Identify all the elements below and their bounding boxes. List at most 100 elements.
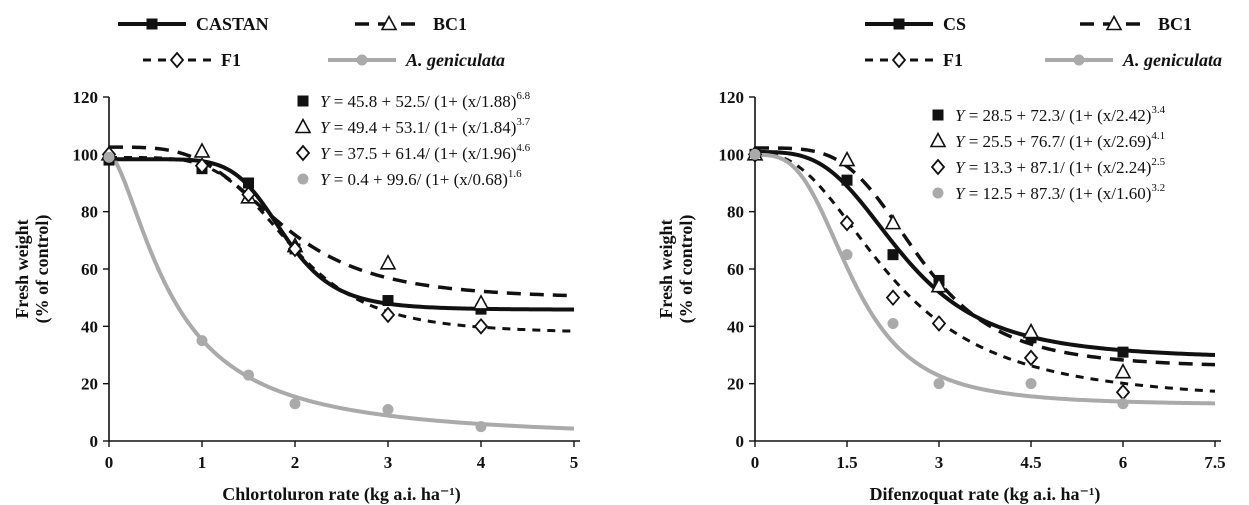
right-equation-2: Y = 13.3 + 87.1/ (1+ (x/2.24)2.5 bbox=[955, 156, 1166, 177]
left-x-tick-label: 5 bbox=[570, 453, 579, 472]
equation-body: = 37.5 + 61.4/ (1+ (x/1.96) bbox=[329, 144, 516, 163]
equation-exponent: 3.4 bbox=[1151, 104, 1165, 116]
left-data-point-3 bbox=[475, 421, 487, 433]
left-data-point-2 bbox=[380, 306, 396, 324]
right-data-point-1 bbox=[884, 213, 902, 230]
right-data-point-2 bbox=[885, 289, 901, 307]
right-data-point-2 bbox=[931, 315, 947, 332]
left-data-point-2 bbox=[241, 186, 256, 203]
left-y-axis-label: Fresh weight bbox=[12, 219, 32, 318]
right-data-point-3 bbox=[933, 378, 945, 390]
right-data-point-0 bbox=[841, 174, 853, 186]
equation-exponent: 4.1 bbox=[1151, 130, 1165, 142]
left-data-point-2 bbox=[473, 317, 489, 335]
left-x-tick-label: 4 bbox=[477, 453, 486, 472]
left-y-tick-label: 20 bbox=[81, 375, 98, 394]
left-data-point-3 bbox=[243, 369, 254, 381]
right-data-point-1 bbox=[838, 150, 856, 167]
right-x-tick-label: 0 bbox=[751, 453, 760, 472]
left-equation-marker-3 bbox=[297, 173, 309, 185]
left-y-tick-label: 40 bbox=[81, 317, 98, 336]
right-legend-label-0: CS bbox=[943, 14, 966, 34]
equation-y-symbol: Y bbox=[320, 170, 331, 189]
right-fit-curve-3 bbox=[755, 152, 1216, 406]
right-y-tick-label: 20 bbox=[727, 375, 744, 394]
equation-exponent: 6.8 bbox=[516, 90, 530, 102]
equation-body: = 49.4 + 53.1/ (1+ (x/1.84) bbox=[329, 118, 516, 137]
equation-y-symbol: Y bbox=[955, 132, 966, 151]
equation-exponent: 1.6 bbox=[508, 168, 522, 180]
left-equation-0: Y = 45.8 + 52.5/ (1+ (x/1.88)6.8 bbox=[320, 90, 531, 111]
equation-y-symbol: Y bbox=[955, 106, 966, 125]
right-x-tick-label: 1.5 bbox=[836, 453, 857, 472]
right-legend-marker-3 bbox=[1073, 54, 1085, 66]
right-equation-marker-2 bbox=[930, 158, 946, 176]
equation-body: = 12.5 + 87.3/ (1+ (x/1.60) bbox=[964, 184, 1151, 203]
left-legend-label-0: CASTAN bbox=[196, 14, 269, 34]
equation-exponent: 3.7 bbox=[516, 116, 530, 128]
right-legend-marker-1 bbox=[1105, 14, 1123, 31]
right-data-point-2 bbox=[839, 214, 855, 232]
left-y-tick-label: 60 bbox=[81, 260, 98, 279]
right-legend-label-3: A. geniculata bbox=[1122, 50, 1222, 70]
left-x-tick-label: 3 bbox=[384, 453, 393, 472]
left-legend-marker-2 bbox=[169, 51, 185, 69]
right-legend-label-2: F1 bbox=[943, 50, 963, 70]
left-equation-marker-2 bbox=[295, 144, 311, 162]
right-y-axis-label: Fresh weight bbox=[656, 219, 676, 318]
right-equation-marker-1 bbox=[929, 131, 947, 148]
left-x-tick-label: 1 bbox=[198, 453, 207, 472]
right-y-axis-label: (% of control) bbox=[676, 215, 697, 324]
equation-y-symbol: Y bbox=[955, 158, 966, 177]
right-x-tick-label: 3 bbox=[935, 453, 944, 472]
equation-y-symbol: Y bbox=[320, 144, 331, 163]
left-x-axis-label: Chlortoluron rate (kg a.i. ha⁻¹) bbox=[222, 484, 461, 505]
right-data-point-0 bbox=[887, 249, 899, 261]
left-legend-label-3: A. geniculata bbox=[405, 50, 505, 70]
left-fit-curve-0 bbox=[109, 157, 574, 312]
right-legend-label-1: BC1 bbox=[1158, 14, 1192, 34]
left-y-tick-label: 120 bbox=[73, 88, 99, 107]
left-data-point-3 bbox=[196, 335, 208, 347]
left-data-point-2 bbox=[287, 240, 303, 258]
left-x-tick-label: 0 bbox=[105, 453, 114, 472]
right-legend-marker-2 bbox=[891, 51, 907, 69]
left-y-tick-label: 80 bbox=[81, 203, 98, 222]
left-legend-marker-3 bbox=[356, 54, 368, 66]
left-data-point-3 bbox=[289, 398, 301, 410]
right-data-point-2 bbox=[1115, 383, 1131, 401]
right-y-tick-label: 100 bbox=[719, 145, 745, 164]
right-data-point-3 bbox=[1025, 378, 1037, 390]
left-data-point-3 bbox=[103, 151, 115, 163]
equation-body: = 25.5 + 76.7/ (1+ (x/2.69) bbox=[964, 132, 1151, 151]
right-x-tick-label: 6 bbox=[1119, 453, 1128, 472]
left-data-point-0 bbox=[243, 177, 254, 189]
right-data-point-3 bbox=[749, 148, 761, 160]
right-data-point-3 bbox=[887, 317, 899, 329]
left-data-point-1 bbox=[193, 142, 211, 158]
right-y-tick-label: 40 bbox=[727, 317, 744, 336]
right-equation-3: Y = 12.5 + 87.3/ (1+ (x/1.60)3.2 bbox=[955, 182, 1165, 203]
right-chart: 0 20 40 60 80 100 120 0 1.5 3 4.5 6 7.5 Difenzoquat r… bbox=[656, 14, 1226, 505]
left-equation-3: Y = 0.4 + 99.6/ (1+ (x/0.68)1.6 bbox=[320, 168, 522, 189]
right-equation-0: Y = 28.5 + 72.3/ (1+ (x/2.42)3.4 bbox=[955, 104, 1166, 125]
right-x-axis-label: Difenzoquat rate (kg a.i. ha⁻¹) bbox=[870, 484, 1101, 505]
equation-body: = 45.8 + 52.5/ (1+ (x/1.88) bbox=[329, 92, 516, 111]
left-legend-marker-0 bbox=[146, 18, 158, 30]
right-fit-curve-1 bbox=[755, 146, 1216, 367]
right-x-tick-label: 7.5 bbox=[1204, 453, 1225, 472]
left-data-point-2 bbox=[194, 157, 210, 175]
left-fit-curve-3 bbox=[107, 152, 575, 431]
right-data-point-0 bbox=[1117, 346, 1129, 358]
left-legend-label-2: F1 bbox=[221, 50, 241, 70]
left-data-point-1 bbox=[379, 254, 397, 270]
right-data-point-1 bbox=[1114, 363, 1132, 379]
left-equation-1: Y = 49.4 + 53.1/ (1+ (x/1.84)3.7 bbox=[320, 116, 531, 137]
right-y-tick-label: 80 bbox=[727, 203, 744, 222]
left-legend-marker-1 bbox=[380, 14, 398, 31]
left-y-axis-label: (% of control) bbox=[32, 215, 53, 324]
right-data-point-1 bbox=[930, 277, 948, 293]
equation-exponent: 3.2 bbox=[1151, 182, 1165, 194]
right-data-point-2 bbox=[1023, 349, 1039, 367]
